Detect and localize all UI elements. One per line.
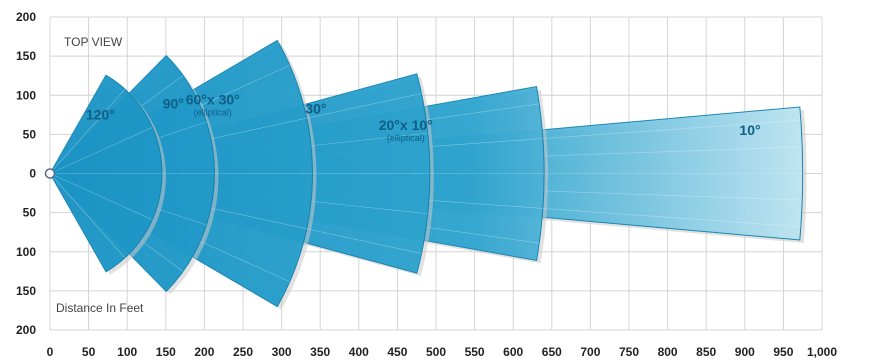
y-tick-label: 200 bbox=[16, 323, 36, 337]
x-tick-label: 650 bbox=[542, 345, 562, 359]
y-tick-label: 50 bbox=[23, 127, 37, 141]
beam-ray bbox=[49, 88, 126, 174]
beam-label: 30° bbox=[305, 101, 326, 117]
origin-marker bbox=[44, 168, 56, 179]
beam-label: 90° bbox=[163, 96, 184, 112]
y-tick-label: 200 bbox=[16, 10, 36, 24]
x-tick-label: 500 bbox=[426, 345, 446, 359]
text-layer: 0 50 100 150 200 250 300 350 400 450 500 550 600 650 7… bbox=[16, 10, 837, 359]
x-tick-label: 1,000 bbox=[807, 345, 837, 359]
x-tick-label: 0 bbox=[47, 345, 54, 359]
distance-label: Distance In Feet bbox=[56, 301, 144, 315]
x-tick-label: 450 bbox=[387, 345, 407, 359]
beam-label: 60°x 30° bbox=[186, 91, 240, 107]
beam-layer bbox=[44, 39, 807, 310]
beam-ray bbox=[49, 173, 153, 220]
beam-note: (elliptical) bbox=[387, 133, 425, 143]
y-tick-label: 50 bbox=[23, 206, 37, 220]
x-tick-label: 250 bbox=[233, 345, 253, 359]
x-tick-label: 550 bbox=[465, 345, 485, 359]
beam-label: 120° bbox=[86, 106, 115, 122]
x-tick-label: 850 bbox=[696, 345, 716, 359]
x-tick-label: 600 bbox=[503, 345, 523, 359]
x-tick-label: 400 bbox=[349, 345, 369, 359]
x-tick-label: 200 bbox=[194, 345, 214, 359]
beam-note: (elliptical) bbox=[194, 107, 232, 117]
beam-ray bbox=[49, 127, 153, 174]
x-tick-label: 800 bbox=[658, 345, 678, 359]
x-tick-label: 750 bbox=[619, 345, 639, 359]
beam-wedge bbox=[49, 74, 163, 273]
y-tick-label: 100 bbox=[16, 88, 36, 102]
x-tick-label: 700 bbox=[580, 345, 600, 359]
x-tick-label: 300 bbox=[272, 345, 292, 359]
x-tick-label: 100 bbox=[117, 345, 137, 359]
view-label: TOP VIEW bbox=[64, 35, 123, 49]
y-tick-label: 100 bbox=[16, 245, 36, 259]
y-tick-label: 150 bbox=[16, 49, 36, 63]
beam-label: 10° bbox=[739, 122, 760, 138]
x-tick-label: 50 bbox=[82, 345, 96, 359]
x-tick-label: 150 bbox=[156, 345, 176, 359]
x-tick-label: 900 bbox=[735, 345, 755, 359]
y-tick-label: 150 bbox=[16, 284, 36, 298]
y-tick-label: 0 bbox=[29, 167, 36, 181]
x-tick-label: 350 bbox=[310, 345, 330, 359]
beam-label: 20°x 10° bbox=[379, 117, 433, 133]
x-tick-label: 950 bbox=[773, 345, 793, 359]
beam-ray bbox=[49, 173, 126, 259]
